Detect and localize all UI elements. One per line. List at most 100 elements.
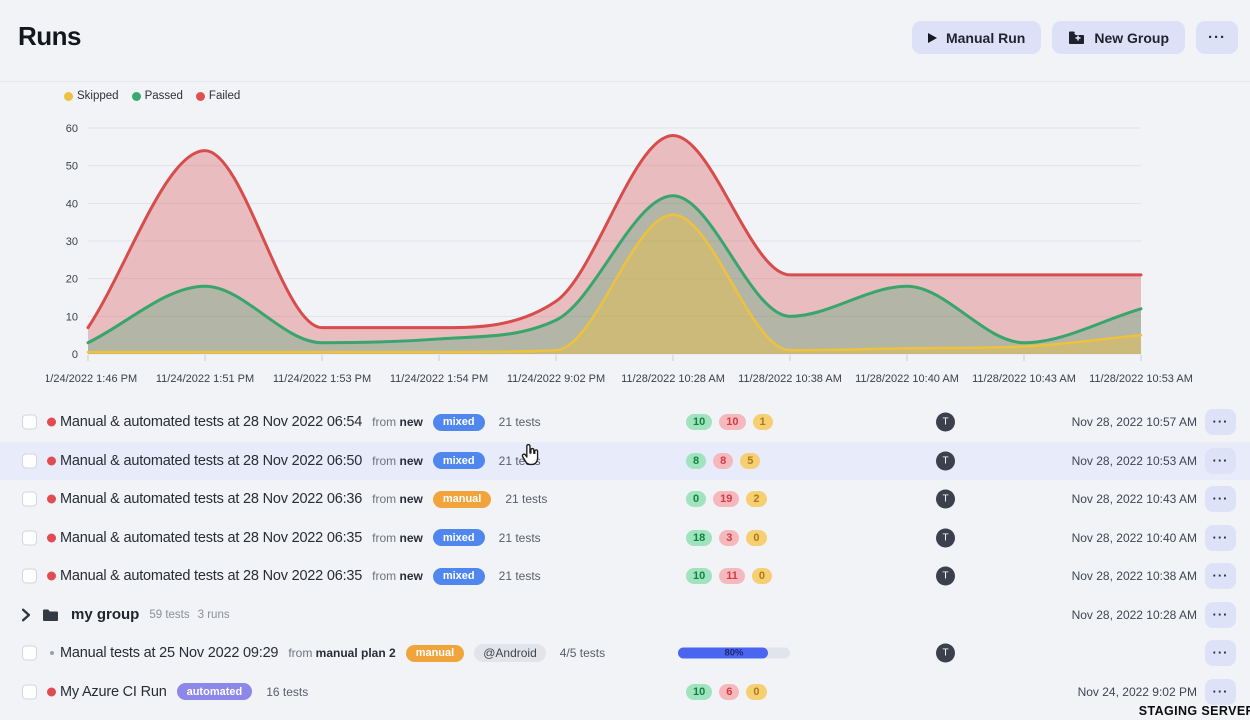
run-type-badge: manual <box>432 490 492 508</box>
run-tests-count: 21 tests <box>498 569 541 584</box>
run-row[interactable]: Manual & automated tests at 28 Nov 2022 … <box>0 519 1250 558</box>
row-more-button[interactable]: ··· <box>1205 409 1236 436</box>
row-more-button[interactable]: ··· <box>1205 486 1236 513</box>
svg-text:20: 20 <box>66 274 78 286</box>
group-timestamp: Nov 28, 2022 10:28 AM <box>1071 607 1197 622</box>
row-more-button[interactable]: ··· <box>1205 601 1236 628</box>
passed-dot-icon <box>131 91 141 101</box>
run-row-main: Manual & automated tests at 28 Nov 2022 … <box>60 557 541 596</box>
folder-icon <box>43 609 58 621</box>
passed-count: 8 <box>686 452 707 469</box>
run-tests-count: 21 tests <box>498 453 541 468</box>
run-from: from new <box>372 415 423 430</box>
run-plan: new <box>399 530 423 545</box>
failed-count: 11 <box>719 568 745 585</box>
row-checkbox[interactable] <box>22 491 37 507</box>
run-row-main: My Azure CI Run automated 16 tests <box>60 673 308 712</box>
row-checkbox[interactable] <box>22 414 37 430</box>
group-name[interactable]: my group <box>71 606 140 624</box>
new-group-label: New Group <box>1094 29 1169 46</box>
failed-count: 3 <box>719 529 740 546</box>
skipped-count: 0 <box>746 529 767 546</box>
run-progress-fill <box>678 647 768 659</box>
runs-list: Manual & automated tests at 28 Nov 2022 … <box>0 403 1250 711</box>
group-row[interactable]: my group 59 tests 3 runs Nov 28, 2022 10… <box>0 596 1250 635</box>
run-title[interactable]: Manual & automated tests at 28 Nov 2022 … <box>60 529 363 546</box>
skipped-count: 0 <box>746 683 767 700</box>
failed-dot-icon <box>195 91 205 101</box>
row-checkbox[interactable] <box>22 453 37 469</box>
row-checkbox[interactable] <box>22 645 37 661</box>
svg-text:0: 0 <box>72 349 78 361</box>
run-plan: new <box>399 492 423 507</box>
avatar: T <box>936 566 955 586</box>
header: Runs Manual Run New Group ··· <box>0 0 1250 82</box>
row-checkbox[interactable] <box>22 684 37 700</box>
manual-run-label: Manual Run <box>945 29 1026 46</box>
run-type-badge: mixed <box>432 529 485 547</box>
run-row-main: Manual & automated tests at 28 Nov 2022 … <box>60 519 541 558</box>
run-title[interactable]: Manual & automated tests at 28 Nov 2022 … <box>60 414 363 431</box>
run-row[interactable]: Manual & automated tests at 28 Nov 2022 … <box>0 403 1250 442</box>
header-more-button[interactable]: ··· <box>1196 21 1238 54</box>
play-icon <box>927 32 937 43</box>
run-title[interactable]: Manual & automated tests at 28 Nov 2022 … <box>60 568 363 585</box>
row-more-button[interactable]: ··· <box>1205 640 1236 667</box>
svg-text:10: 10 <box>66 311 78 323</box>
run-row[interactable]: Manual & automated tests at 28 Nov 2022 … <box>0 480 1250 519</box>
row-more-button[interactable]: ··· <box>1205 524 1236 551</box>
row-checkbox[interactable] <box>22 530 37 546</box>
svg-text:11/28/2022 10:53 AM: 11/28/2022 10:53 AM <box>1089 373 1193 385</box>
svg-text:11/24/2022 9:02 PM: 11/24/2022 9:02 PM <box>507 373 605 385</box>
run-title[interactable]: My Azure CI Run <box>60 683 167 700</box>
run-status-dot <box>47 494 56 504</box>
passed-count: 10 <box>686 414 713 431</box>
svg-text:11/28/2022 10:28 AM: 11/28/2022 10:28 AM <box>621 373 725 385</box>
failed-count: 10 <box>719 414 746 431</box>
run-status-dot <box>47 571 56 581</box>
svg-text:11/28/2022 10:40 AM: 11/28/2022 10:40 AM <box>855 373 959 385</box>
run-from: from new <box>372 569 423 584</box>
svg-text:40: 40 <box>66 198 78 210</box>
run-title[interactable]: Manual & automated tests at 28 Nov 2022 … <box>60 452 363 469</box>
chevron-right-icon[interactable] <box>20 608 32 622</box>
row-more-button[interactable]: ··· <box>1205 447 1236 474</box>
legend-label: Passed <box>144 90 183 102</box>
run-plan: manual plan 2 <box>315 646 396 661</box>
legend-item-failed[interactable]: Failed <box>195 90 240 102</box>
row-more-button[interactable]: ··· <box>1205 563 1236 590</box>
group-tests-count: 59 tests <box>149 608 190 621</box>
run-row[interactable]: Manual & automated tests at 28 Nov 2022 … <box>0 557 1250 596</box>
new-group-button[interactable]: New Group <box>1052 21 1185 54</box>
run-progress-label: 80% <box>724 647 744 659</box>
svg-text:11/28/2022 10:43 AM: 11/28/2022 10:43 AM <box>972 373 1076 385</box>
ellipsis-icon: ··· <box>1208 28 1226 46</box>
failed-count: 19 <box>713 491 740 508</box>
run-from: from new <box>372 453 423 468</box>
run-row[interactable]: My Azure CI Run automated 16 tests 10 6 … <box>0 673 1250 712</box>
run-type-badge: automated <box>176 683 253 701</box>
run-tests-count: 16 tests <box>266 684 309 699</box>
run-title[interactable]: Manual tests at 25 Nov 2022 09:29 <box>60 645 279 662</box>
avatar: T <box>936 528 955 548</box>
run-status-dot <box>47 417 56 427</box>
run-title[interactable]: Manual & automated tests at 28 Nov 2022 … <box>60 491 363 508</box>
row-more-button[interactable]: ··· <box>1205 678 1236 705</box>
svg-text:11/24/2022 1:54 PM: 11/24/2022 1:54 PM <box>390 373 488 385</box>
passed-count: 18 <box>686 529 713 546</box>
run-row-main: Manual & automated tests at 28 Nov 2022 … <box>60 403 541 442</box>
manual-run-button[interactable]: Manual Run <box>911 21 1042 54</box>
run-from: from new <box>372 530 423 545</box>
run-status-dot <box>47 687 56 697</box>
legend-item-skipped[interactable]: Skipped <box>64 90 119 102</box>
run-type-badge: mixed <box>432 452 485 470</box>
legend-item-passed[interactable]: Passed <box>131 90 183 102</box>
skipped-count: 2 <box>746 491 767 508</box>
run-row[interactable]: Manual & automated tests at 28 Nov 2022 … <box>0 441 1250 480</box>
row-checkbox[interactable] <box>22 568 37 584</box>
run-row[interactable]: Manual tests at 25 Nov 2022 09:29 from m… <box>0 634 1250 673</box>
run-result-counts: 8 8 5 <box>686 452 761 469</box>
run-status-dot <box>50 651 54 656</box>
run-timestamp: Nov 28, 2022 10:40 AM <box>1071 530 1197 545</box>
run-row-main: Manual & automated tests at 28 Nov 2022 … <box>60 480 547 519</box>
